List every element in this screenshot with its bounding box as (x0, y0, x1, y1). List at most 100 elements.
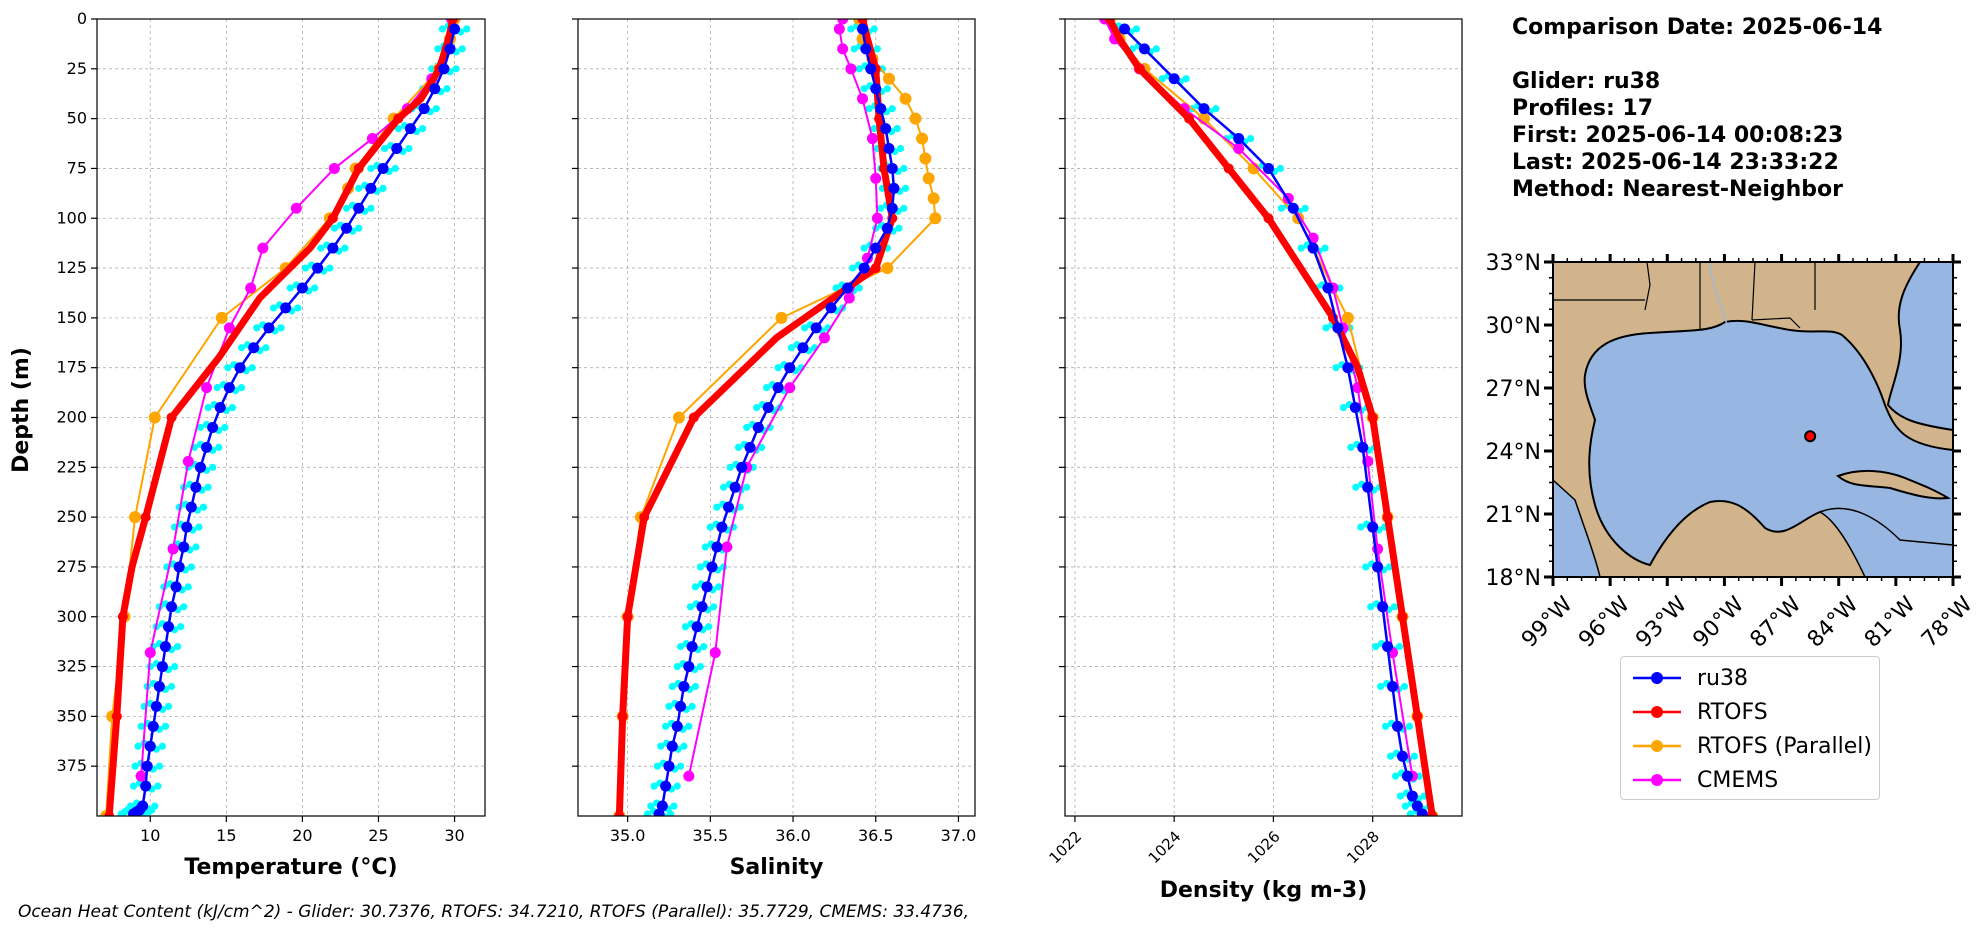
glider-profile-point (688, 702, 696, 711)
y-tick-label: 300 (56, 607, 87, 626)
marker-ru38 (404, 123, 416, 135)
glider-profile-point (691, 583, 700, 591)
y-axis-label: Depth (m) (9, 347, 34, 473)
marker-rtofs-parallel (215, 311, 228, 324)
legend-label: ru38 (1697, 665, 1748, 691)
glider-profile-point (155, 762, 163, 770)
marker-ru38 (438, 63, 450, 75)
marker-cmems (784, 382, 796, 394)
marker-rtofs-parallel (922, 172, 935, 185)
glider-profile-point (428, 65, 436, 73)
glider-profile-point (665, 702, 673, 711)
legend-item-rtofs-parallel: RTOFS (Parallel) (1631, 731, 1872, 761)
map (1544, 254, 1961, 586)
marker-cmems (257, 242, 269, 254)
marker-rtofs (327, 213, 338, 224)
marker-ru38 (214, 402, 226, 414)
marker-ru38 (865, 63, 877, 75)
profiles-count: Profiles: 17 (1512, 96, 1654, 121)
marker-ru38 (653, 808, 665, 816)
glider-profile-point (180, 603, 188, 611)
glider-profile-point (850, 45, 858, 53)
lat-label: 33°N (1486, 251, 1541, 276)
marker-ru38 (341, 222, 353, 234)
glider-profile-point (673, 662, 681, 671)
glider-profile-point (1386, 752, 1395, 760)
marker-ru38 (660, 780, 672, 792)
marker-ru38 (1377, 601, 1389, 613)
glider-profile-point (1297, 244, 1305, 252)
glider-profile-point (367, 204, 375, 212)
marker-ru38 (886, 202, 898, 214)
marker-ru38 (173, 561, 185, 573)
glider-profile-point (367, 164, 375, 173)
marker-ru38 (706, 561, 718, 573)
glider-profile-point (667, 810, 675, 816)
marker-ru38 (663, 760, 675, 772)
marker-ru38 (178, 541, 190, 553)
marker-rtofs (393, 113, 404, 124)
marker-ru38 (797, 342, 809, 354)
marker-rtofs-parallel (775, 311, 788, 324)
glider-profile-point (342, 204, 351, 212)
x-tick-label: 15 (216, 826, 236, 845)
marker-rtofs (140, 512, 151, 523)
glider-profile-point (878, 65, 886, 73)
marker-rtofs (622, 611, 633, 622)
marker-ru38 (880, 123, 892, 135)
legend-item-ru38: ru38 (1631, 663, 1748, 693)
series-line-rtofs (615, 19, 896, 816)
x-tick-label: 35.5 (693, 826, 729, 845)
marker-ru38 (675, 700, 687, 712)
glider-profile-point (691, 682, 700, 691)
glider-profile-point (1276, 164, 1284, 173)
marker-cmems (709, 647, 721, 659)
marker-ru38 (729, 481, 741, 493)
marker-ru38 (671, 720, 683, 732)
marker-cmems (328, 162, 340, 174)
x-axis-label: Density (kg m-3) (1160, 878, 1368, 903)
glider-profile-point (1158, 75, 1166, 83)
marker-rtofs-parallel (129, 511, 142, 524)
y-tick-label: 150 (56, 308, 87, 327)
glider-profile-point (438, 25, 446, 33)
y-tick-label: 50 (67, 109, 87, 128)
first-time: First: 2025-06-14 00:08:23 (1512, 123, 1844, 148)
glider-profile-point (900, 204, 908, 212)
marker-ru38 (353, 202, 365, 214)
marker-ru38 (1233, 133, 1245, 145)
y-tick-label: 75 (67, 158, 87, 177)
glider-profile-point (1367, 603, 1375, 611)
marker-cmems (837, 19, 849, 25)
marker-rtofs (617, 711, 628, 722)
marker-rtofs (166, 412, 177, 423)
glider-profile-point (1410, 752, 1418, 760)
glider-profile-point (195, 523, 203, 531)
glider-profile-point (865, 105, 873, 113)
marker-ru38 (1416, 808, 1428, 816)
glider-profile-point (458, 45, 466, 53)
glider-profile-point (463, 25, 471, 33)
marker-ru38 (1342, 362, 1354, 374)
glider-profile-point (209, 463, 217, 471)
glider-profile-point (668, 682, 676, 691)
glider-profile-point (1381, 722, 1390, 730)
footer-ohc: Ocean Heat Content (kJ/cm^2) - Glider: 3… (0, 902, 1987, 922)
glider-profile-point (860, 85, 868, 93)
marker-ru38 (296, 282, 308, 294)
marker-ru38 (683, 661, 695, 673)
glider-profile-point (317, 244, 325, 252)
marker-cmems (857, 93, 869, 105)
lon-label: 78°W (1917, 592, 1978, 653)
marker-ru38 (736, 461, 748, 473)
glider-profile-point (676, 643, 685, 651)
glider-profile-point (1352, 483, 1360, 491)
marker-ru38 (156, 661, 168, 673)
marker-ru38 (857, 23, 869, 35)
y-tick-label: 100 (56, 208, 87, 227)
marker-ru38 (201, 441, 213, 453)
glider-profile-point (753, 403, 761, 412)
x-tick-label: 1022 (1045, 828, 1085, 868)
x-tick-label: 36.0 (775, 826, 811, 845)
lat-label: 21°N (1486, 503, 1541, 528)
